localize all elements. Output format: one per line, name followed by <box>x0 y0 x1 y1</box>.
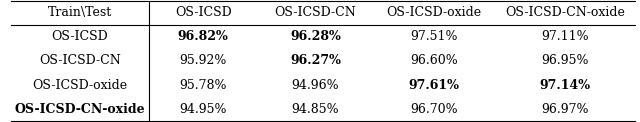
Text: OS-ICSD-CN-oxide: OS-ICSD-CN-oxide <box>505 6 625 19</box>
Text: OS-ICSD-CN-oxide: OS-ICSD-CN-oxide <box>15 103 145 116</box>
Text: OS-ICSD-oxide: OS-ICSD-oxide <box>33 79 127 92</box>
Text: OS-ICSD: OS-ICSD <box>175 6 232 19</box>
Text: 96.28%: 96.28% <box>290 30 341 43</box>
Text: 97.51%: 97.51% <box>410 30 458 43</box>
Text: 97.61%: 97.61% <box>408 79 460 92</box>
Text: Train\Test: Train\Test <box>48 6 112 19</box>
Text: 94.95%: 94.95% <box>179 103 227 116</box>
Text: 96.27%: 96.27% <box>290 55 341 67</box>
Text: 94.85%: 94.85% <box>292 103 339 116</box>
Text: 97.14%: 97.14% <box>540 79 591 92</box>
Text: 95.92%: 95.92% <box>180 55 227 67</box>
Text: 96.82%: 96.82% <box>178 30 228 43</box>
Text: OS-ICSD: OS-ICSD <box>52 30 108 43</box>
Text: OS-ICSD-CN: OS-ICSD-CN <box>39 55 121 67</box>
Text: 96.97%: 96.97% <box>541 103 589 116</box>
Text: 96.60%: 96.60% <box>410 55 458 67</box>
Text: 97.11%: 97.11% <box>541 30 589 43</box>
Text: 94.96%: 94.96% <box>292 79 339 92</box>
Text: OS-ICSD-CN: OS-ICSD-CN <box>275 6 356 19</box>
Text: 96.70%: 96.70% <box>410 103 458 116</box>
Text: 95.78%: 95.78% <box>179 79 227 92</box>
Text: 96.95%: 96.95% <box>541 55 589 67</box>
Text: OS-ICSD-oxide: OS-ICSD-oxide <box>387 6 481 19</box>
